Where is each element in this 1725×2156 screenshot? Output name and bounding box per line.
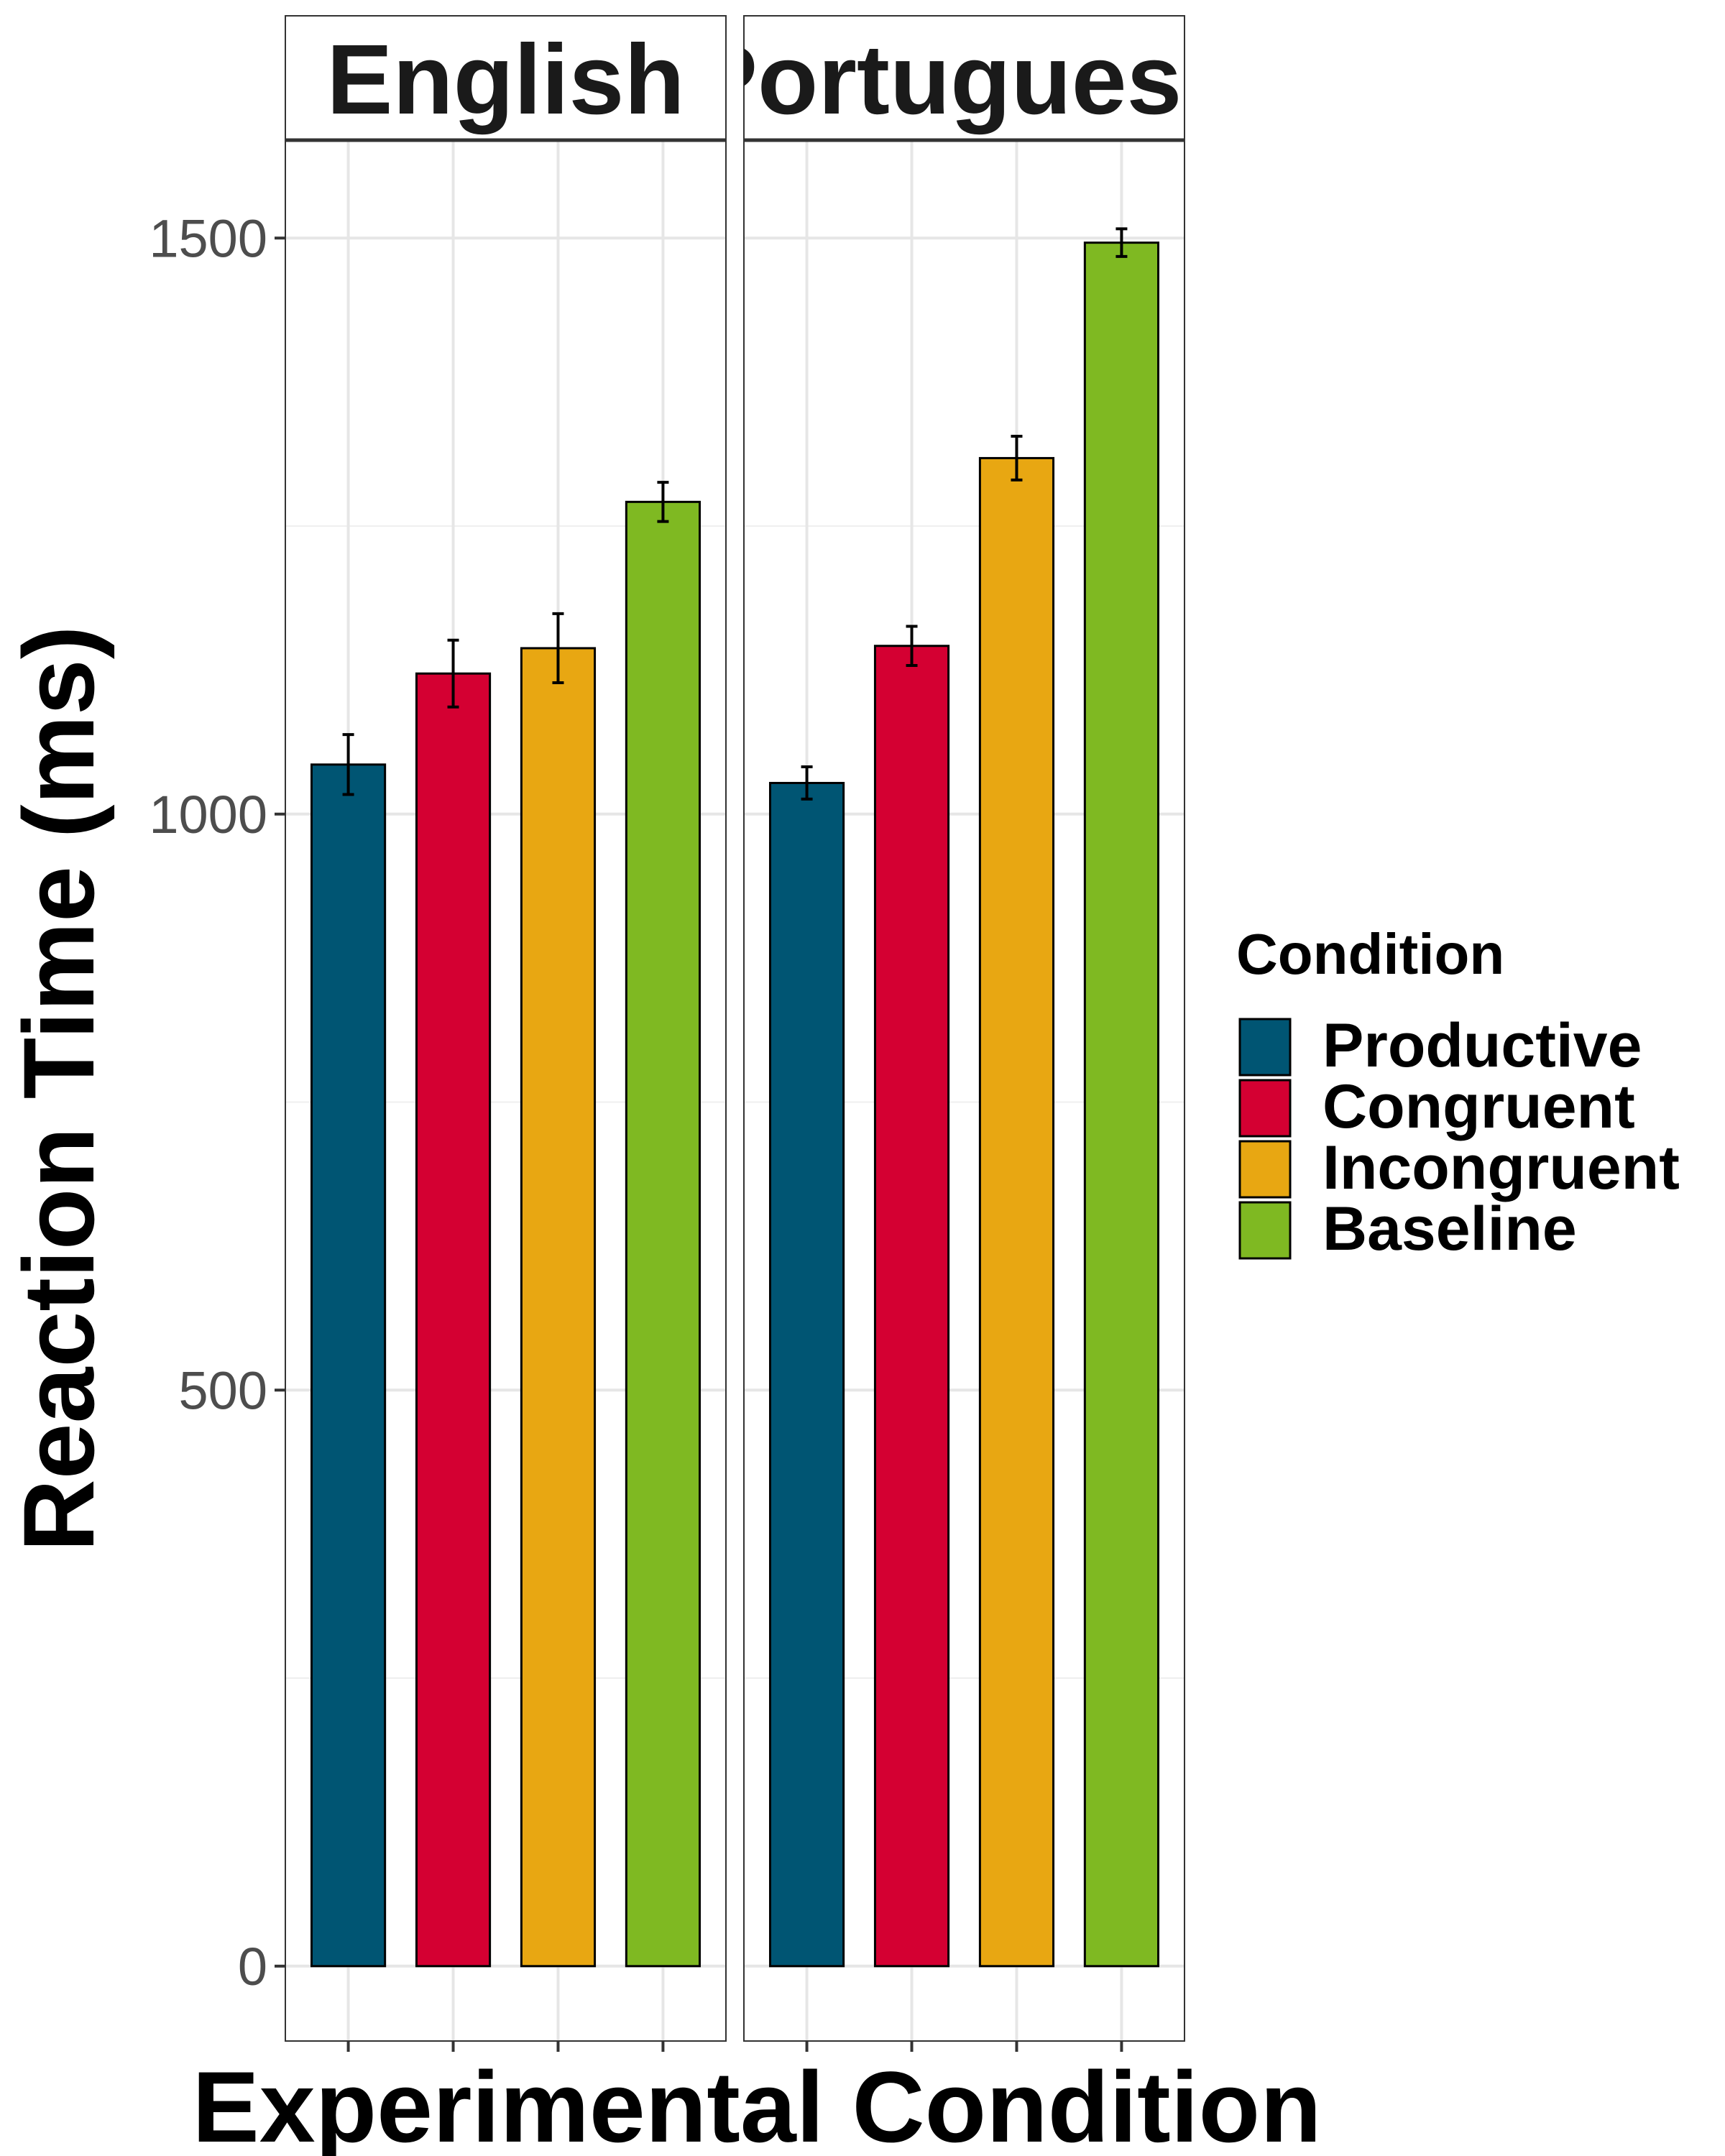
bar-incongruent — [978, 456, 1055, 1968]
facet-strip — [285, 15, 727, 141]
y-tick-label: 1000 — [149, 785, 267, 844]
legend: Condition ProductiveCongruentIncongruent… — [1236, 922, 1680, 1263]
legend-key-incongruent — [1238, 1140, 1292, 1199]
bar-incongruent — [520, 647, 597, 1968]
facet-panels: English Portuguese — [285, 15, 1237, 2052]
bar-productive — [768, 781, 845, 1968]
legend-label-congruent: Congruent — [1322, 1072, 1635, 1141]
legend-key-baseline — [1238, 1201, 1292, 1260]
y-tick-label: 0 — [238, 1937, 267, 1996]
bar-congruent — [415, 672, 492, 1968]
legend-label-baseline: Baseline — [1322, 1194, 1577, 1263]
facet-panel-2: Portuguese — [691, 15, 1237, 2052]
facet-label-english: English — [326, 24, 684, 135]
y-axis-ticks: 0 500 1000 1500 — [149, 208, 285, 1996]
bar-productive — [310, 763, 387, 1968]
legend-key-productive — [1238, 1018, 1292, 1077]
bar-baseline — [625, 500, 702, 1968]
y-tick-label: 500 — [179, 1360, 267, 1420]
x-axis-title: Experimental Condition — [192, 2050, 1321, 2156]
legend-key-congruent — [1238, 1079, 1292, 1138]
y-axis-title: Reaction Time (ms) — [2, 626, 115, 1552]
facet-label-portuguese: Portuguese — [691, 24, 1237, 135]
legend-label-incongruent: Incongruent — [1322, 1133, 1680, 1202]
facet-strip — [743, 15, 1185, 141]
legend-title: Condition — [1236, 922, 1504, 986]
y-tick-label: 1500 — [149, 208, 267, 268]
legend-label-productive: Productive — [1322, 1011, 1642, 1080]
bar-baseline — [1083, 241, 1160, 1968]
bar-congruent — [873, 645, 950, 1968]
facet-panel-1: English — [285, 15, 727, 2052]
